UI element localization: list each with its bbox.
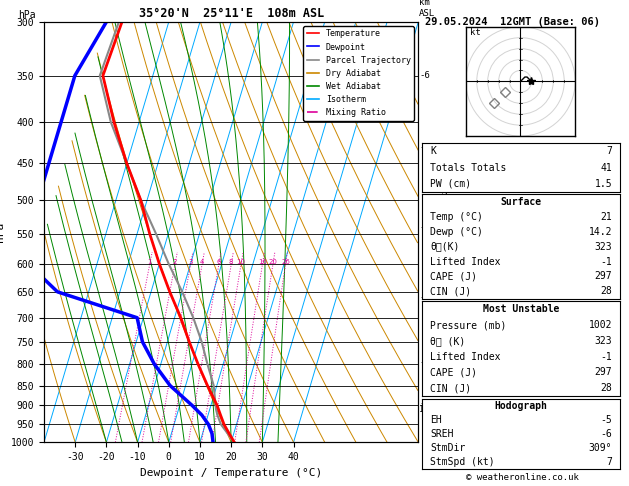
- Text: 4: 4: [200, 259, 204, 264]
- Text: -1: -1: [419, 399, 430, 408]
- Text: PW (cm): PW (cm): [430, 179, 471, 189]
- Text: 8: 8: [229, 259, 233, 264]
- Text: -1: -1: [601, 351, 612, 362]
- Text: hPa: hPa: [18, 10, 35, 20]
- Text: StmDir: StmDir: [430, 443, 465, 453]
- Text: CIN (J): CIN (J): [430, 383, 471, 393]
- Text: 3: 3: [188, 259, 193, 264]
- Text: 10: 10: [237, 259, 245, 264]
- Text: Hodograph: Hodograph: [494, 400, 548, 411]
- Text: θᴄ (K): θᴄ (K): [430, 336, 465, 346]
- Text: 1002: 1002: [589, 320, 612, 330]
- Text: 323: 323: [594, 242, 612, 252]
- Text: Pressure (mb): Pressure (mb): [430, 320, 506, 330]
- Text: CAPE (J): CAPE (J): [430, 272, 477, 281]
- Text: Totals Totals: Totals Totals: [430, 163, 506, 173]
- Text: 2: 2: [173, 259, 177, 264]
- Text: Dewp (°C): Dewp (°C): [430, 226, 483, 237]
- Text: 7: 7: [606, 457, 612, 467]
- Text: 21: 21: [601, 212, 612, 222]
- Text: 28: 28: [601, 286, 612, 296]
- Text: θᴀ(K): θᴀ(K): [430, 242, 459, 252]
- Text: Temp (°C): Temp (°C): [430, 212, 483, 222]
- Text: SREH: SREH: [430, 429, 454, 439]
- X-axis label: Dewpoint / Temperature (°C): Dewpoint / Temperature (°C): [140, 468, 322, 478]
- Text: Surface: Surface: [501, 197, 542, 207]
- Text: 26: 26: [281, 259, 290, 264]
- Text: 29.05.2024  12GMT (Base: 06): 29.05.2024 12GMT (Base: 06): [425, 17, 599, 27]
- Y-axis label: hPa: hPa: [0, 222, 5, 242]
- Text: -5: -5: [419, 143, 430, 152]
- Text: 323: 323: [594, 336, 612, 346]
- Text: 35°20'N  25°11'E  108m ASL: 35°20'N 25°11'E 108m ASL: [138, 7, 324, 20]
- Text: 14.2: 14.2: [589, 226, 612, 237]
- Text: Lifted Index: Lifted Index: [430, 257, 501, 267]
- Text: K: K: [430, 146, 436, 156]
- Text: 16: 16: [258, 259, 267, 264]
- Text: CIN (J): CIN (J): [430, 286, 471, 296]
- Text: -6: -6: [419, 71, 430, 80]
- Text: 7: 7: [606, 146, 612, 156]
- Text: 6: 6: [216, 259, 221, 264]
- Text: 309°: 309°: [589, 443, 612, 453]
- Text: Mixing Ratio (g/kg): Mixing Ratio (g/kg): [441, 181, 450, 283]
- Text: km
ASL: km ASL: [419, 0, 435, 17]
- Text: 297: 297: [594, 272, 612, 281]
- Text: 41: 41: [601, 163, 612, 173]
- Text: EH: EH: [430, 415, 442, 425]
- Text: CAPE (J): CAPE (J): [430, 367, 477, 378]
- Text: -1: -1: [601, 257, 612, 267]
- Text: StmSpd (kt): StmSpd (kt): [430, 457, 494, 467]
- Text: -2: -2: [419, 358, 430, 366]
- Text: kt: kt: [470, 29, 481, 37]
- Text: 20: 20: [269, 259, 277, 264]
- Text: -7: -7: [419, 0, 430, 2]
- Text: 1LCL: 1LCL: [419, 405, 438, 414]
- Text: Most Unstable: Most Unstable: [483, 304, 559, 314]
- Text: -4: -4: [419, 223, 430, 232]
- Legend: Temperature, Dewpoint, Parcel Trajectory, Dry Adiabat, Wet Adiabat, Isotherm, Mi: Temperature, Dewpoint, Parcel Trajectory…: [303, 26, 414, 121]
- Text: 297: 297: [594, 367, 612, 378]
- Text: -6: -6: [601, 429, 612, 439]
- Text: -5: -5: [601, 415, 612, 425]
- Text: © weatheronline.co.uk: © weatheronline.co.uk: [465, 473, 579, 482]
- Text: Lifted Index: Lifted Index: [430, 351, 501, 362]
- Text: 1: 1: [147, 259, 152, 264]
- Text: -3: -3: [419, 293, 430, 302]
- Text: 28: 28: [601, 383, 612, 393]
- Text: 1.5: 1.5: [594, 179, 612, 189]
